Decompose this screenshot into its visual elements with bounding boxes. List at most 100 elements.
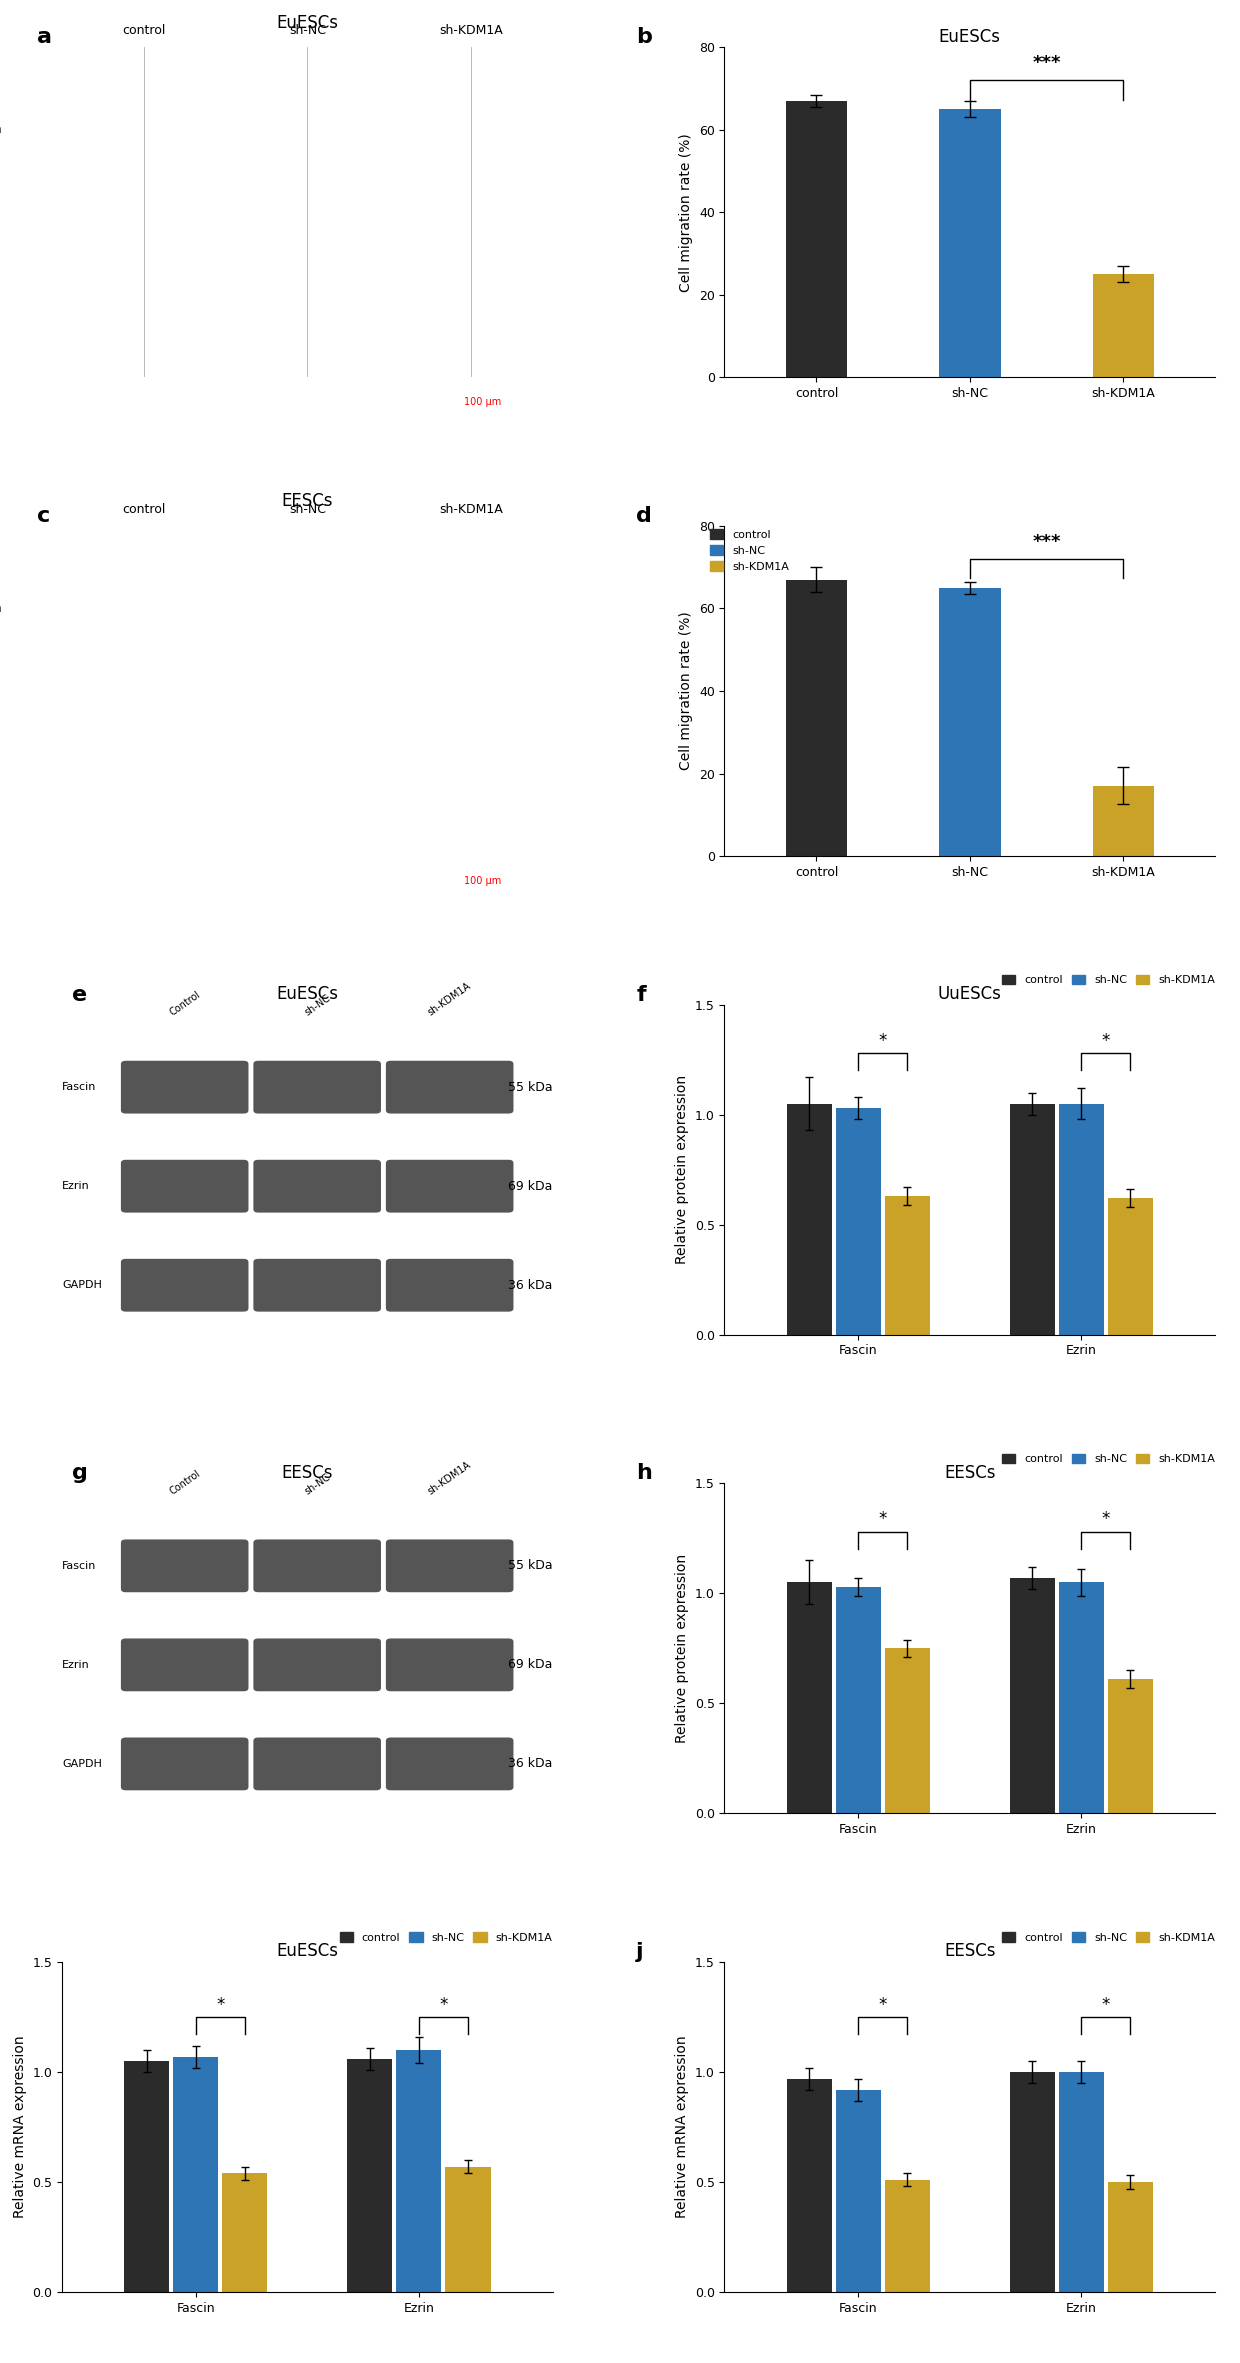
Title: EuESCs: EuESCs — [277, 985, 339, 1002]
Bar — [836, 1586, 880, 1812]
Text: Ezrin: Ezrin — [62, 1659, 89, 1671]
Text: *: * — [439, 1997, 448, 2013]
FancyBboxPatch shape — [386, 1160, 513, 1212]
Text: sh-NC: sh-NC — [303, 1472, 332, 1496]
Y-axis label: Cell migration rate (%): Cell migration rate (%) — [680, 612, 693, 770]
Text: GAPDH: GAPDH — [62, 1758, 102, 1770]
Title: UuESCs: UuESCs — [937, 985, 1002, 1002]
Legend: control, sh-NC, sh-KDM1A: control, sh-NC, sh-KDM1A — [706, 525, 794, 577]
Y-axis label: Relative mRNA expression: Relative mRNA expression — [12, 2037, 27, 2219]
Text: 36 kDa: 36 kDa — [508, 1278, 553, 1293]
FancyBboxPatch shape — [120, 1538, 248, 1593]
Bar — [397, 2051, 441, 2292]
Bar — [1059, 1104, 1104, 1335]
Bar — [786, 1104, 832, 1335]
Text: b: b — [636, 28, 652, 47]
Text: Control: Control — [167, 1467, 202, 1496]
Text: control: control — [122, 24, 165, 38]
FancyBboxPatch shape — [253, 1538, 381, 1593]
FancyBboxPatch shape — [120, 1638, 248, 1692]
Text: Fascin: Fascin — [62, 1082, 97, 1092]
Bar — [1092, 274, 1154, 378]
FancyBboxPatch shape — [253, 1061, 381, 1113]
Text: *: * — [1101, 1997, 1110, 2013]
Bar — [786, 579, 847, 855]
Text: ***: *** — [1032, 532, 1060, 551]
FancyBboxPatch shape — [386, 1737, 513, 1791]
Bar — [786, 2079, 832, 2292]
Y-axis label: Cell migration rate (%): Cell migration rate (%) — [680, 132, 693, 291]
Text: Ezrin: Ezrin — [62, 1182, 89, 1191]
Text: *: * — [216, 1997, 224, 2013]
FancyBboxPatch shape — [120, 1061, 248, 1113]
Text: *: * — [1101, 1510, 1110, 1529]
Text: control: control — [122, 503, 165, 515]
Text: Fascin: Fascin — [62, 1562, 97, 1571]
Bar — [174, 2056, 218, 2292]
FancyBboxPatch shape — [120, 1160, 248, 1212]
FancyBboxPatch shape — [253, 1259, 381, 1311]
Text: 69 kDa: 69 kDa — [508, 1179, 553, 1193]
Bar — [1059, 2072, 1104, 2292]
Legend: control, sh-NC, sh-KDM1A: control, sh-NC, sh-KDM1A — [335, 1928, 557, 1947]
Text: g: g — [72, 1463, 88, 1484]
Title: EESCs: EESCs — [944, 1463, 996, 1482]
Bar — [1059, 1583, 1104, 1812]
Text: *: * — [879, 1510, 887, 1529]
Bar — [786, 102, 847, 378]
Title: EuESCs: EuESCs — [277, 14, 339, 31]
FancyBboxPatch shape — [253, 1160, 381, 1212]
Text: sh-NC: sh-NC — [289, 503, 326, 515]
Text: e: e — [72, 985, 87, 1004]
Text: a: a — [37, 28, 52, 47]
Text: GAPDH: GAPDH — [62, 1281, 102, 1290]
Text: j: j — [636, 1942, 644, 1961]
Bar — [1107, 2181, 1153, 2292]
Bar — [836, 2089, 880, 2292]
FancyBboxPatch shape — [386, 1638, 513, 1692]
Text: sh-NC: sh-NC — [303, 992, 332, 1018]
Text: 55 kDa: 55 kDa — [508, 1080, 553, 1094]
Y-axis label: Relative protein expression: Relative protein expression — [676, 1555, 689, 1744]
Text: 24 h: 24 h — [0, 123, 1, 137]
Y-axis label: Relative protein expression: Relative protein expression — [676, 1075, 689, 1264]
Text: h: h — [636, 1463, 652, 1484]
FancyBboxPatch shape — [253, 1737, 381, 1791]
Bar — [1009, 1578, 1055, 1812]
Bar — [885, 2181, 930, 2292]
FancyBboxPatch shape — [253, 1638, 381, 1692]
Text: *: * — [1101, 1033, 1110, 1049]
Text: 69 kDa: 69 kDa — [508, 1659, 553, 1671]
Title: EuESCs: EuESCs — [939, 28, 1001, 45]
Text: *: * — [879, 1997, 887, 2013]
Text: c: c — [37, 506, 51, 527]
Legend: control, sh-NC, sh-KDM1A: control, sh-NC, sh-KDM1A — [998, 1928, 1219, 1947]
Bar — [939, 588, 1001, 855]
Y-axis label: Relative mRNA expression: Relative mRNA expression — [676, 2037, 689, 2219]
Text: ***: *** — [1032, 54, 1060, 71]
Bar — [1009, 2072, 1055, 2292]
FancyBboxPatch shape — [386, 1538, 513, 1593]
Bar — [1009, 1104, 1055, 1335]
FancyBboxPatch shape — [120, 1259, 248, 1311]
Title: EuESCs: EuESCs — [277, 1942, 339, 1961]
Text: d: d — [636, 506, 652, 527]
Text: sh-KDM1A: sh-KDM1A — [439, 24, 502, 38]
FancyBboxPatch shape — [386, 1061, 513, 1113]
Text: 55 kDa: 55 kDa — [508, 1560, 553, 1571]
Text: f: f — [636, 985, 646, 1004]
Bar — [347, 2058, 392, 2292]
Bar — [786, 1583, 832, 1812]
Text: sh-KDM1A: sh-KDM1A — [427, 981, 474, 1018]
Bar — [1107, 1680, 1153, 1812]
Text: 24 h: 24 h — [0, 603, 1, 614]
Title: EESCs: EESCs — [281, 1463, 334, 1482]
Bar — [124, 2061, 170, 2292]
FancyBboxPatch shape — [386, 1259, 513, 1311]
Text: sh-KDM1A: sh-KDM1A — [439, 503, 502, 515]
Title: EESCs: EESCs — [944, 1942, 996, 1961]
Text: sh-KDM1A: sh-KDM1A — [427, 1460, 474, 1496]
Legend: control, sh-NC, sh-KDM1A: control, sh-NC, sh-KDM1A — [998, 971, 1219, 990]
Text: *: * — [879, 1033, 887, 1049]
Bar — [445, 2167, 491, 2292]
